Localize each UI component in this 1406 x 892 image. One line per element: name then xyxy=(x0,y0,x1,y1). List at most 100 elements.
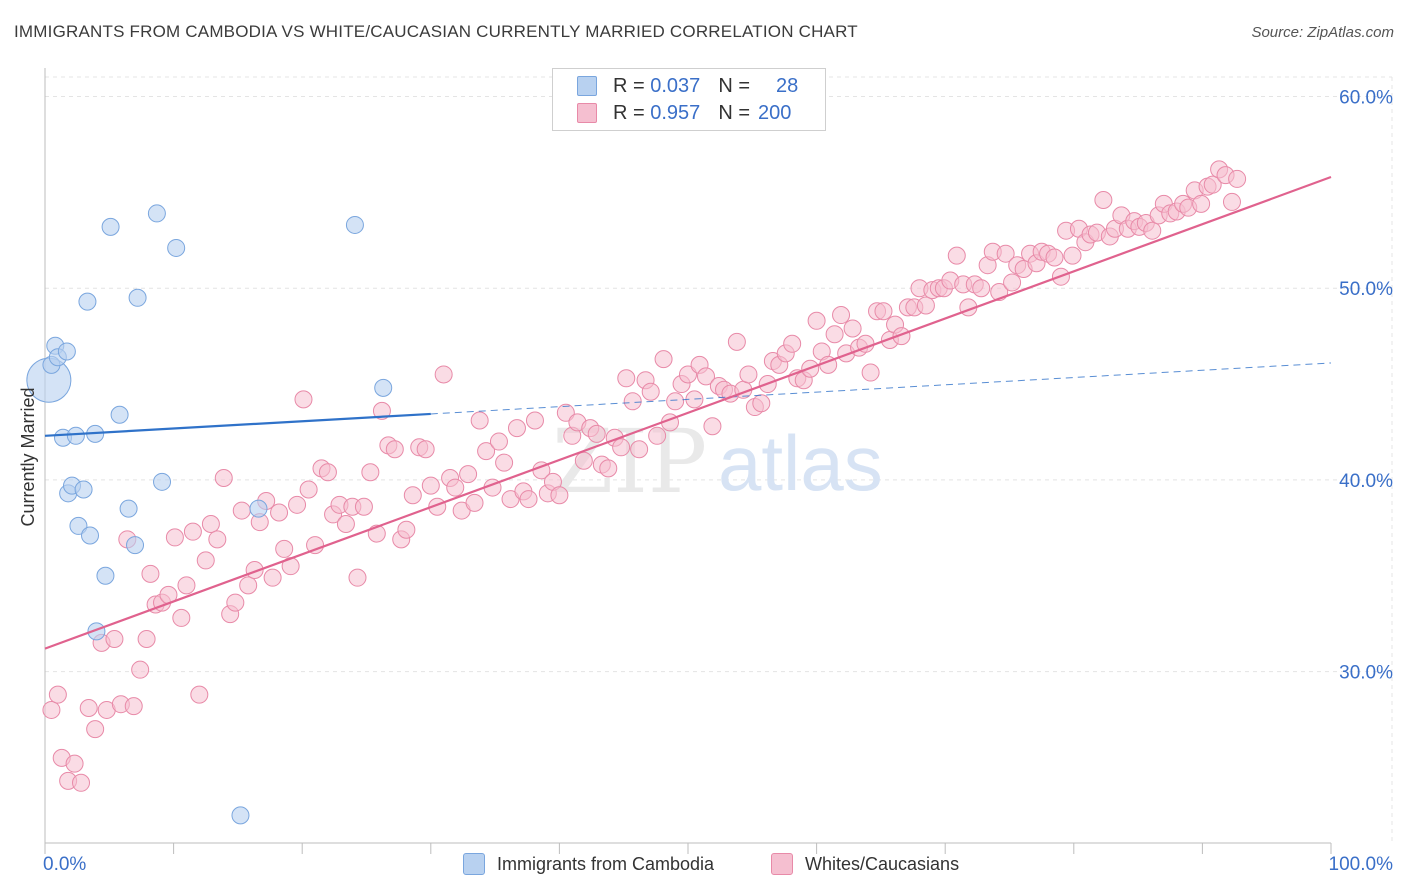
scatter-point-whites xyxy=(190,685,209,704)
scatter-point-whites xyxy=(42,700,61,719)
scatter-point-whites xyxy=(183,522,202,541)
scatter-point-whites xyxy=(86,720,105,739)
legend-item-whites: Whites/Caucasians xyxy=(771,852,959,876)
scatter-point-whites xyxy=(465,493,484,512)
scatter-point-whites xyxy=(739,365,758,384)
scatter-point-cambodia xyxy=(69,516,88,535)
scatter-point-whites xyxy=(470,411,489,430)
legend-label-cambodia: Immigrants from Cambodia xyxy=(497,853,715,874)
n-label: N = xyxy=(718,101,750,124)
scatter-point-whites xyxy=(1222,192,1241,211)
scatter-point-whites xyxy=(421,476,440,495)
scatter-point-whites xyxy=(574,451,593,470)
scatter-point-whites xyxy=(141,564,160,583)
scatter-point-whites xyxy=(697,367,716,386)
stats-row-whites: R = 0.957 N = 200 xyxy=(577,100,791,126)
scatter-point-cambodia xyxy=(128,288,147,307)
scatter-point-whites xyxy=(972,279,991,298)
scatter-point-whites xyxy=(489,432,508,451)
scatter-point-whites xyxy=(916,296,935,315)
scatter-point-whites xyxy=(861,363,880,382)
blue-swatch xyxy=(463,853,485,875)
scatter-point-whites xyxy=(79,699,98,718)
scatter-point-whites xyxy=(124,697,143,716)
scatter-point-cambodia xyxy=(74,480,93,499)
scatter-point-whites xyxy=(48,685,67,704)
r-label: R = xyxy=(613,74,645,97)
scatter-point-whites xyxy=(275,539,294,558)
r-value: 0.957 xyxy=(650,101,701,124)
scatter-point-whites xyxy=(556,403,575,422)
scatter-point-cambodia xyxy=(81,526,100,545)
scatter-point-whites xyxy=(727,332,746,351)
pink-swatch xyxy=(577,103,597,123)
scatter-point-whites xyxy=(397,520,416,539)
n-value: 200 xyxy=(758,101,792,124)
scatter-point-whites xyxy=(294,390,313,409)
r-label: R = xyxy=(613,101,645,124)
scatter-point-whites xyxy=(416,440,435,459)
series-whites-caucasians xyxy=(42,160,1247,792)
scatter-point-whites xyxy=(623,392,642,411)
scatter-point-whites xyxy=(783,334,802,353)
y-tick-label: 30.0% xyxy=(1339,663,1393,684)
x-tick-label: 100.0% xyxy=(1329,854,1394,875)
trend-line-cambodia xyxy=(44,412,431,437)
scatter-point-whites xyxy=(226,593,245,612)
scatter-point-cambodia xyxy=(167,238,186,257)
scatter-point-cambodia xyxy=(101,217,120,236)
scatter-point-whites xyxy=(354,497,373,516)
scatter-point-whites xyxy=(299,480,318,499)
scatter-point-whites xyxy=(1003,273,1022,292)
stats-row-cambodia: R = 0.037 N = 28 xyxy=(577,73,798,99)
scatter-point-whites xyxy=(495,453,514,472)
source-note: Source: ZipAtlas.com xyxy=(1251,24,1394,41)
scatter-point-whites xyxy=(832,306,851,325)
scatter-point-whites xyxy=(1203,175,1222,194)
scatter-point-whites xyxy=(137,630,156,649)
scatter-point-whites xyxy=(666,392,685,411)
y-tick-label: 50.0% xyxy=(1339,279,1393,300)
scatter-point-whites xyxy=(336,514,355,533)
scatter-point-whites xyxy=(843,319,862,338)
scatter-point-cambodia xyxy=(249,499,268,518)
scatter-point-whites xyxy=(1045,248,1064,267)
scatter-point-whites xyxy=(131,660,150,679)
scatter-point-whites xyxy=(507,419,526,438)
blue-swatch xyxy=(577,76,597,96)
scatter-point-cambodia xyxy=(119,499,138,518)
scatter-point-whites xyxy=(612,438,631,457)
scatter-point-whites xyxy=(550,486,569,505)
scatter-point-whites xyxy=(874,302,893,321)
scatter-point-whites xyxy=(1228,169,1247,188)
scatter-point-whites xyxy=(617,369,636,388)
scatter-point-whites xyxy=(65,754,84,773)
scatter-point-whites xyxy=(239,576,258,595)
y-tick-label: 60.0% xyxy=(1339,88,1393,109)
scatter-point-whites xyxy=(630,440,649,459)
scatter-point-whites xyxy=(1063,246,1082,265)
scatter-point-whites xyxy=(825,325,844,344)
scatter-point-cambodia xyxy=(147,204,166,223)
scatter-point-whites xyxy=(947,246,966,265)
scatter-point-whites xyxy=(270,503,289,522)
scatter-point-whites xyxy=(679,365,697,384)
legend-item-cambodia: Immigrants from Cambodia xyxy=(463,852,714,876)
scatter-point-whites xyxy=(654,350,673,369)
scatter-point-whites xyxy=(459,465,478,484)
n-label: N = xyxy=(718,74,750,97)
scatter-point-whites xyxy=(641,382,660,401)
scatter-point-cambodia xyxy=(153,472,172,491)
y-axis-title: Currently Married xyxy=(18,387,38,526)
scatter-point-whites xyxy=(1192,194,1211,213)
scatter-point-whites xyxy=(165,528,184,547)
watermark-atlas: atlas xyxy=(718,419,883,507)
scatter-point-cambodia xyxy=(231,806,250,825)
scatter-point-cambodia xyxy=(78,292,97,311)
scatter-point-cambodia xyxy=(57,342,76,361)
scatter-point-whites xyxy=(996,244,1015,263)
scatter-point-cambodia xyxy=(126,536,145,555)
pink-swatch xyxy=(771,853,793,875)
n-value: 28 xyxy=(776,74,799,97)
scatter-point-whites xyxy=(703,417,722,436)
